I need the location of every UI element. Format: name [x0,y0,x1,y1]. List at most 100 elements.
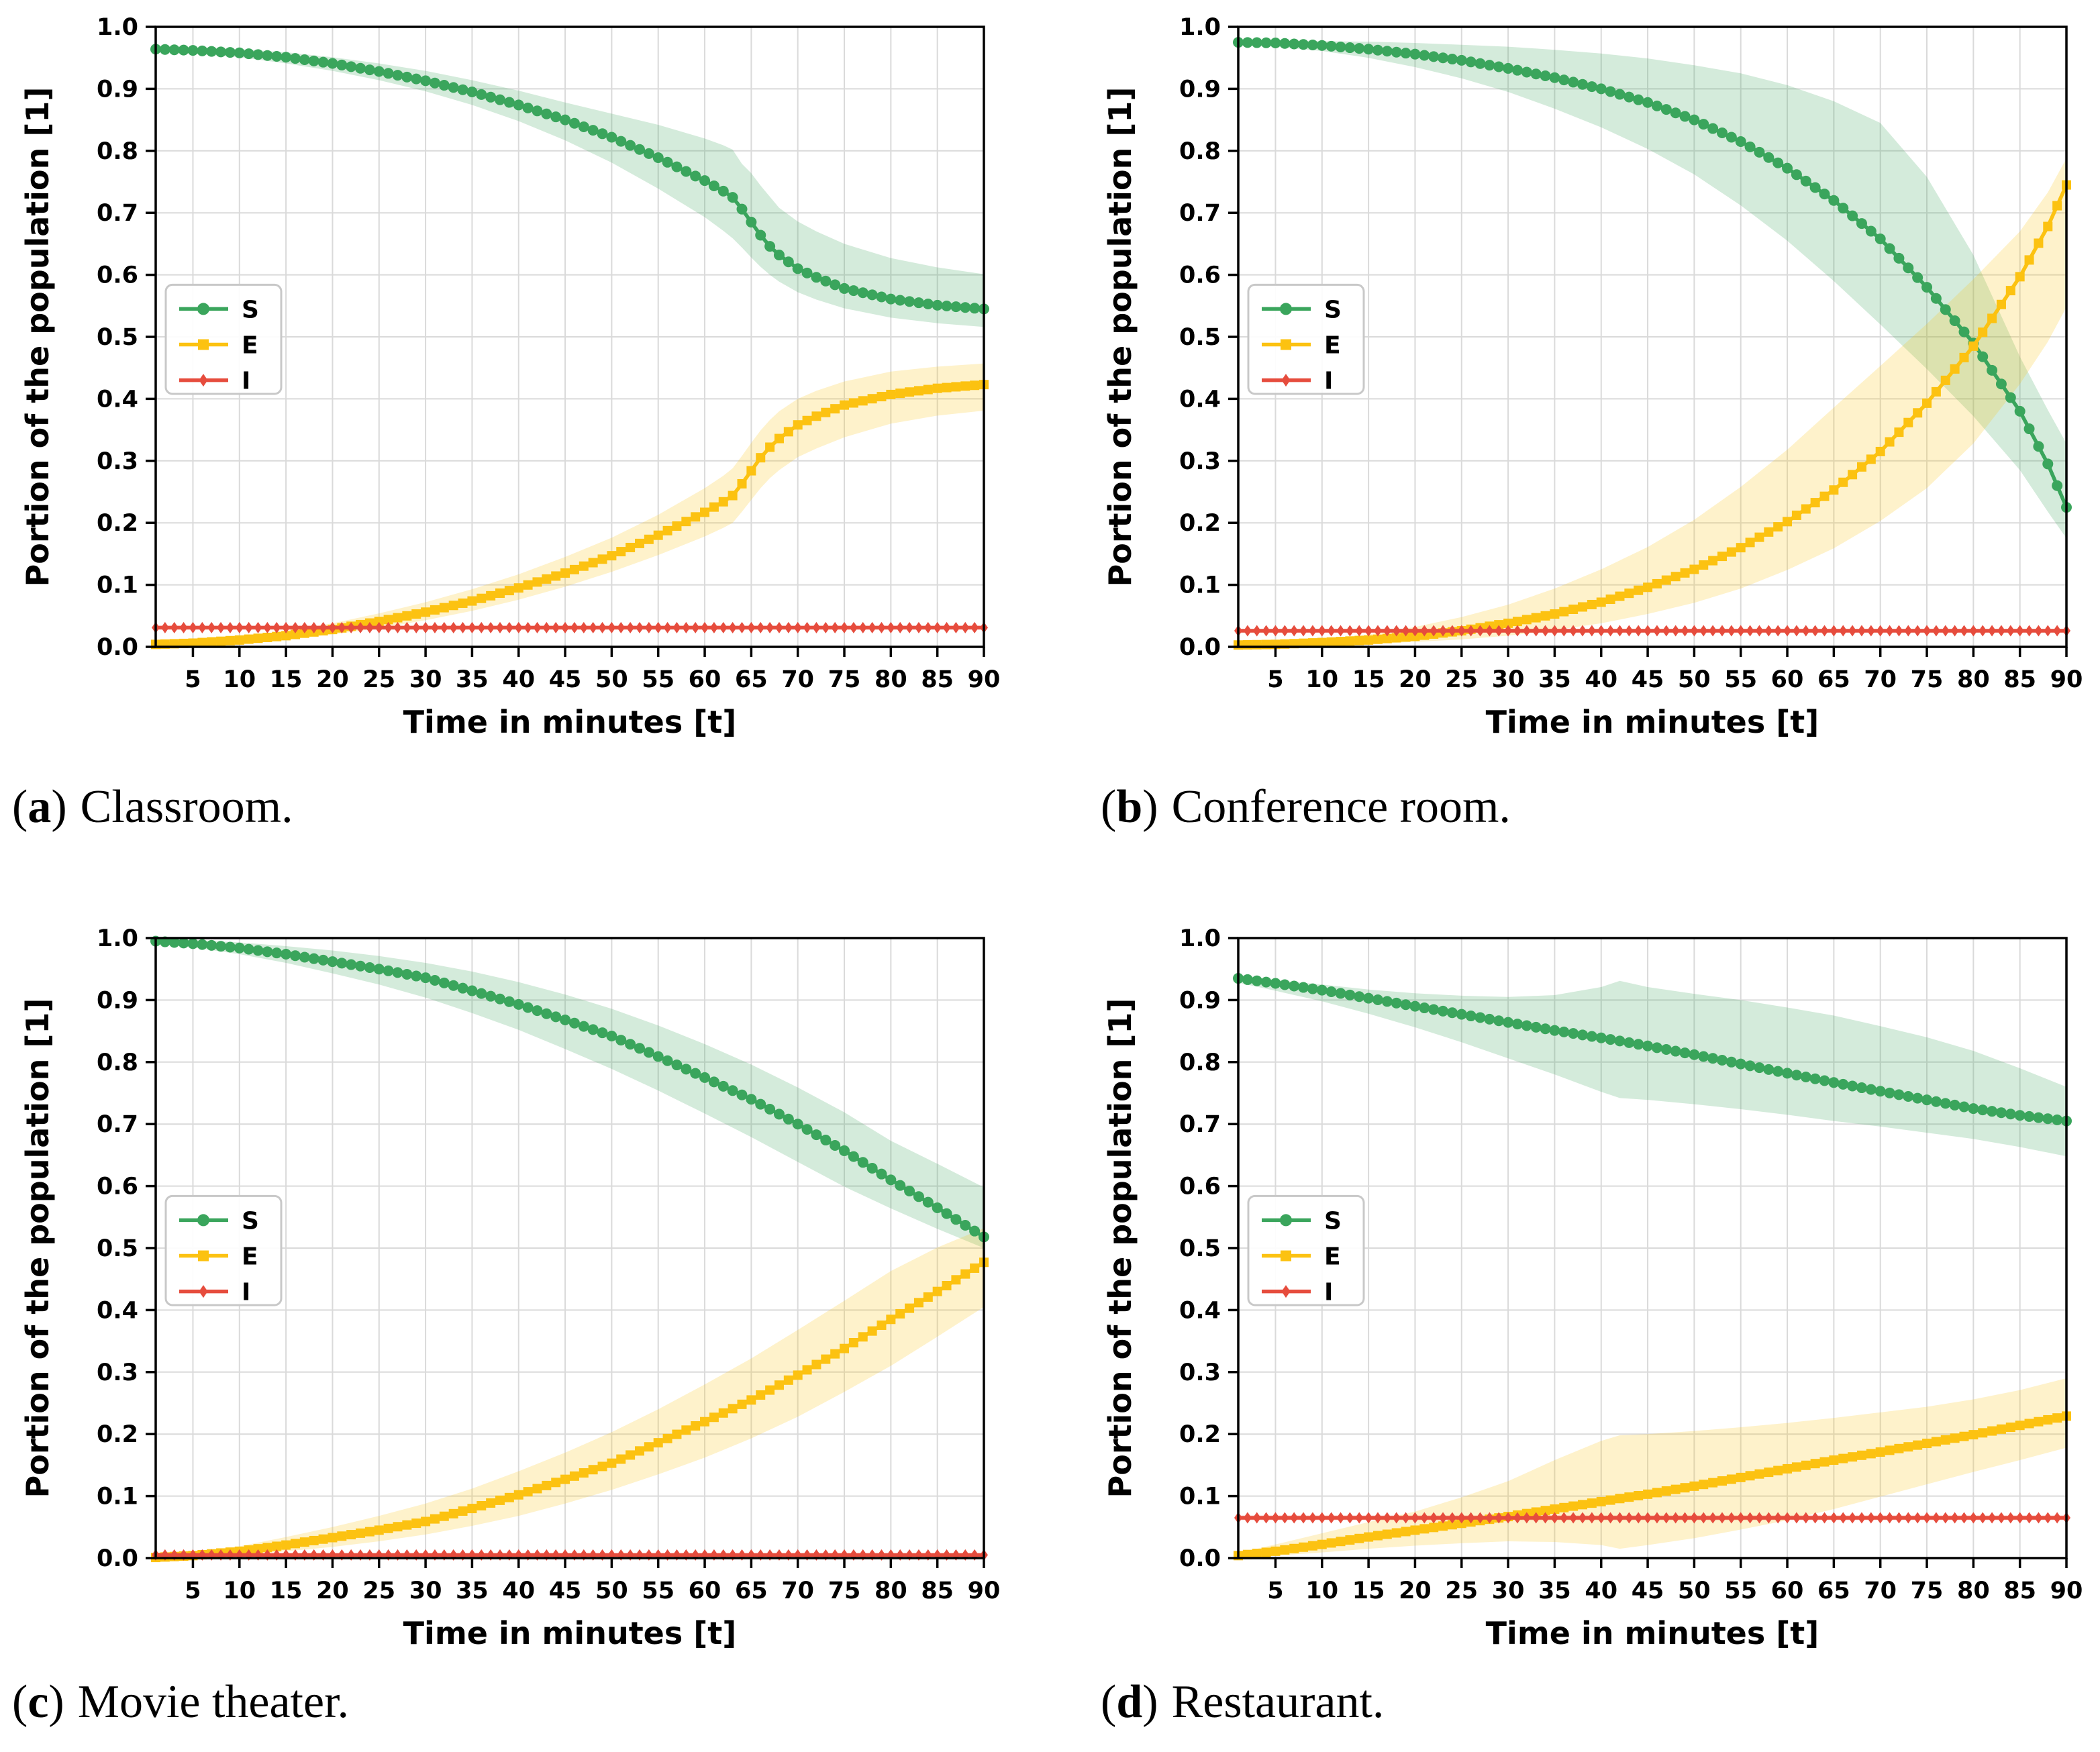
y-tick-labels: 0.0 0.1 0.2 0.3 0.4 0.5 0.6 0.7 0.8 0.9 1.0 [1179,14,1221,661]
x-tick-30: 30 [1492,1578,1525,1604]
y-tick-0.3: 0.3 [1179,448,1221,475]
y-tick-0.1: 0.1 [1179,572,1221,599]
y-tick-0.9: 0.9 [1179,76,1221,103]
x-tick-40: 40 [502,666,535,693]
chart-restaurant: 5 10 15 20 25 30 35 40 45 50 55 60 65 70 75 80 85 90 0.0 0.… [1083,911,2100,1683]
caption-movie-theater: (c) Movie theater. [12,1676,349,1729]
tick-marks [1228,937,2068,1568]
band-S [156,938,984,1248]
y-tick-0.5: 0.5 [1179,1235,1221,1262]
x-tick-75: 75 [1911,1578,1944,1604]
x-tick-10: 10 [1305,666,1338,693]
chart-b-svg: 5 10 15 20 25 30 35 40 45 50 55 60 65 70 75 80 85 900.00.… [1102,14,2083,740]
y-tick-0.1: 0.1 [1179,1484,1221,1510]
x-tick-5: 5 [185,1578,201,1604]
x-tick-50: 50 [595,1578,628,1604]
x-tick-60: 60 [1771,666,1804,693]
x-tick-30: 30 [1492,666,1525,693]
legend-entry-I: I [179,1279,250,1306]
y-tick-0.8: 0.8 [1179,1049,1221,1076]
x-axis-label: Time in minutes [t] [1486,704,1819,740]
x-axis-label: Time in minutes [t] [403,704,737,740]
band-E [156,363,984,646]
x-tick-labels: 5 10 15 20 25 30 35 40 45 50 55 60 65 70 75 80 85 90 [1267,666,2083,693]
x-tick-45: 45 [1632,1578,1664,1604]
x-tick-55: 55 [1724,666,1757,693]
series-E [151,380,989,650]
y-tick-0.2: 0.2 [1179,510,1221,537]
series-S [150,44,989,315]
legend: SEI [1247,1194,1365,1306]
y-tick-0.4: 0.4 [97,386,138,413]
x-tick-35: 35 [456,1578,489,1604]
y-tick-1: 1.0 [97,14,138,41]
caption-c-close: ) [48,1676,64,1728]
x-tick-50: 50 [1678,1578,1711,1604]
y-tick-0: 0.0 [1179,1545,1221,1572]
legend-label-S: S [1324,296,1342,323]
band-E [156,1228,984,1558]
y-tick-0.9: 0.9 [97,987,138,1014]
x-tick-30: 30 [409,1578,442,1604]
legend: SEI [1247,283,1365,395]
x-tick-85: 85 [2003,666,2036,693]
x-tick-50: 50 [1678,666,1711,693]
y-tick-1: 1.0 [1179,925,1221,952]
x-tick-80: 80 [874,666,907,693]
legend-entry-I: I [1262,368,1333,395]
tick-marks [146,937,985,1568]
x-tick-80: 80 [1957,666,1990,693]
legend-marker-E [1281,339,1291,350]
x-tick-55: 55 [642,666,674,693]
markers-I [1234,625,2070,637]
legend-box [164,1194,283,1306]
legend-marker-I [1281,1285,1291,1298]
y-tick-0.5: 0.5 [97,1235,138,1262]
x-tick-25: 25 [1445,1578,1478,1604]
legend-box [1247,1194,1365,1306]
x-tick-5: 5 [1267,1578,1283,1604]
x-tick-90: 90 [2050,666,2083,693]
x-tick-90: 90 [968,1578,1001,1604]
caption-d-open: ( [1101,1676,1117,1728]
x-tick-60: 60 [689,666,721,693]
y-tick-0.8: 0.8 [97,138,138,165]
series-S [1233,973,2072,1127]
x-tick-55: 55 [1724,1578,1757,1604]
legend-label-I: I [1324,368,1333,395]
chart-a-svg: 5 10 15 20 25 30 35 40 45 50 55 60 65 70 75 80 85 900.00.… [19,14,1000,740]
y-tick-labels: 0.0 0.1 0.2 0.3 0.4 0.5 0.6 0.7 0.8 0.9 1.0 [1179,925,1221,1572]
tick-marks [1228,25,2068,657]
legend-marker-S [1280,1214,1292,1227]
x-tick-15: 15 [1352,1578,1385,1604]
series-I [1234,1512,2070,1524]
x-tick-85: 85 [921,666,954,693]
legend-entry-E: E [179,1243,258,1271]
x-tick-60: 60 [1771,1578,1804,1604]
band-E [1238,158,2066,647]
x-tick-70: 70 [1864,1578,1897,1604]
chart-c-svg: 5 10 15 20 25 30 35 40 45 50 55 60 65 70 75 80 85 900.00.… [19,925,1001,1651]
x-tick-10: 10 [223,1578,256,1604]
y-tick-0.4: 0.4 [97,1297,138,1324]
y-tick-0.7: 0.7 [97,200,138,227]
caption-b-title: Conference room. [1171,781,1511,833]
chart-movie-theater: 5 10 15 20 25 30 35 40 45 50 55 60 65 70 75 80 85 90 0.0 0.… [0,911,1017,1683]
x-tick-60: 60 [689,1578,721,1604]
y-tick-0.2: 0.2 [1179,1421,1221,1448]
y-tick-0.4: 0.4 [1179,1297,1221,1324]
y-tick-0.2: 0.2 [97,510,138,537]
y-axis-label: Portion of the population [1] [19,87,56,587]
legend-box [164,283,283,395]
markers-E [1234,180,2071,650]
x-tick-40: 40 [502,1578,535,1604]
y-tick-0.6: 0.6 [1179,262,1221,289]
caption-restaurant: (d) Restaurant. [1101,1676,1384,1729]
caption-d-title: Restaurant. [1171,1676,1385,1728]
y-tick-1: 1.0 [1179,14,1221,41]
y-tick-0.6: 0.6 [97,262,138,289]
caption-d-letter: d [1116,1676,1143,1728]
y-tick-0.7: 0.7 [1179,1111,1221,1138]
legend-marker-I [199,1285,208,1298]
legend-entry-E: E [1262,1243,1341,1271]
